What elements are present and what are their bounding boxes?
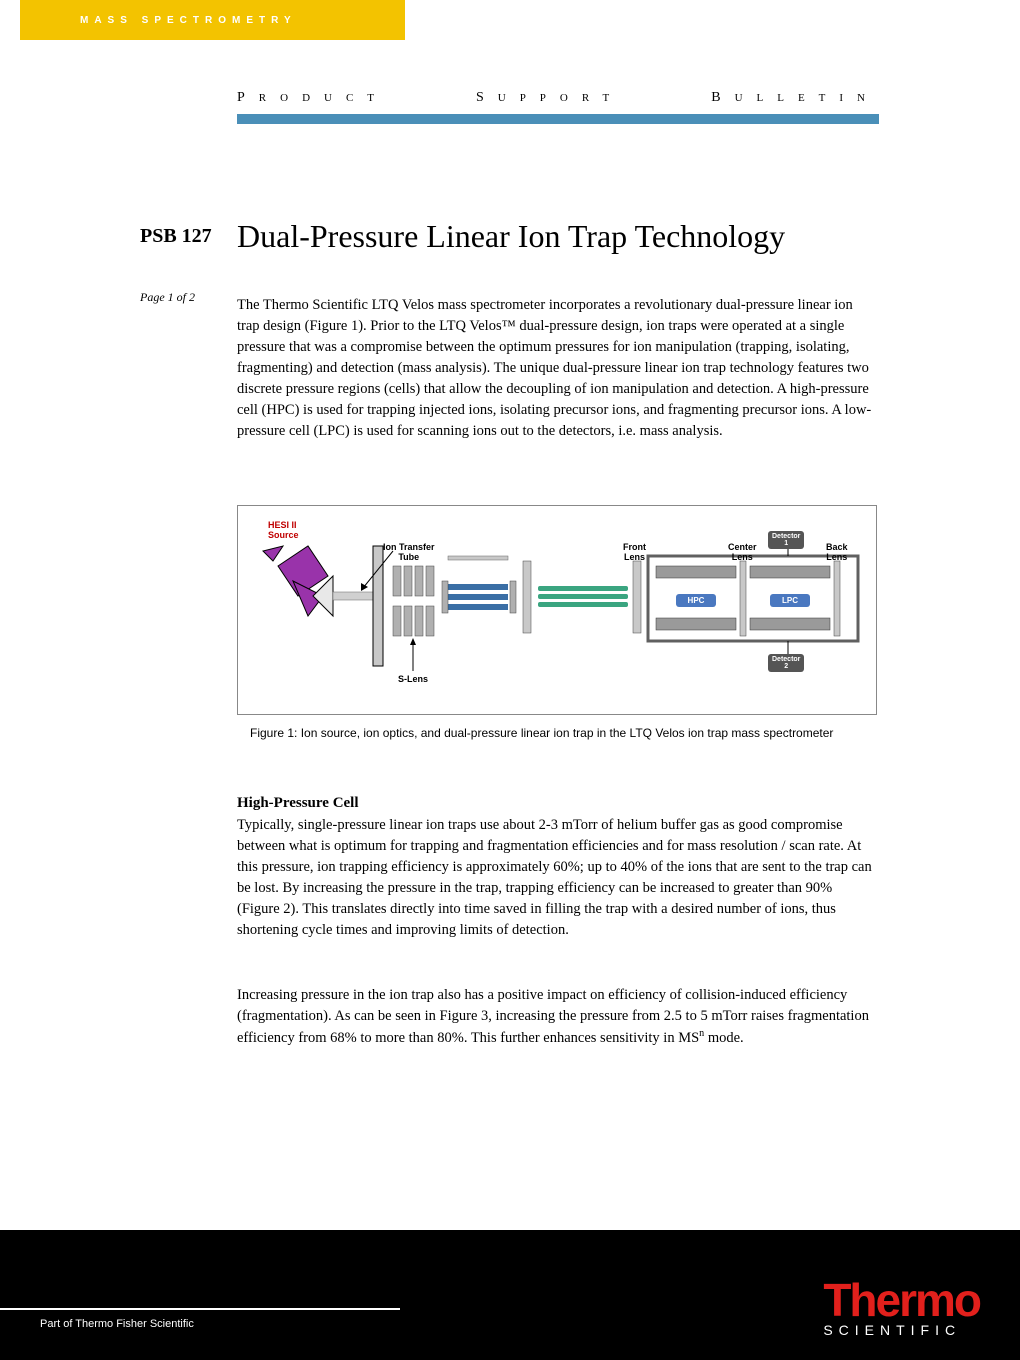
label-center-lens: Center Lens [728,542,757,562]
label-hpc: HPC [676,594,716,607]
label-detector-1: Detector 1 [768,531,804,549]
footer-divider [0,1308,400,1310]
footer: Part of Thermo Fisher Scientific Thermo … [0,1230,1020,1360]
section-heading-hpc: High-Pressure Cell [237,795,359,812]
logo-main-text: Thermo [823,1281,980,1320]
page-indicator: Page 1 of 2 [140,290,195,305]
header-blue-bar [237,114,879,124]
label-ion-transfer: Ion Transfer Tube [383,542,435,562]
label-slens: S-Lens [398,674,428,684]
header-text: PRODUCT SUPPORT BULLETIN [237,90,879,106]
label-detector-2: Detector 2 [768,654,804,672]
label-front-lens: Front Lens [623,542,646,562]
figure-1-caption: Figure 1: Ion source, ion optics, and du… [250,725,865,741]
body-paragraph-1: Typically, single-pressure linear ion tr… [237,815,877,941]
body-paragraph-2: Increasing pressure in the ion trap also… [237,985,877,1049]
footer-text: Part of Thermo Fisher Scientific [40,1318,194,1330]
header-block: PRODUCT SUPPORT BULLETIN [237,90,879,124]
document-title: Dual-Pressure Linear Ion Trap Technology [237,218,785,255]
label-lpc: LPC [770,594,810,607]
logo-sub-text: SCIENTIFIC [823,1322,980,1338]
label-hesi: HESI II Source [268,520,299,540]
intro-paragraph: The Thermo Scientific LTQ Velos mass spe… [237,295,877,442]
label-back-lens: Back Lens [826,542,848,562]
body-para-2-pre: Increasing pressure in the ion trap also… [237,987,869,1046]
category-banner: MASS SPECTROMETRY [20,0,405,40]
thermo-logo: Thermo SCIENTIFIC [823,1281,980,1338]
psb-number: PSB 127 [140,225,212,248]
body-para-2-post: mode. [704,1030,743,1046]
figure-1-diagram: HESI II Source Ion Transfer Tube S-Lens … [237,505,877,715]
